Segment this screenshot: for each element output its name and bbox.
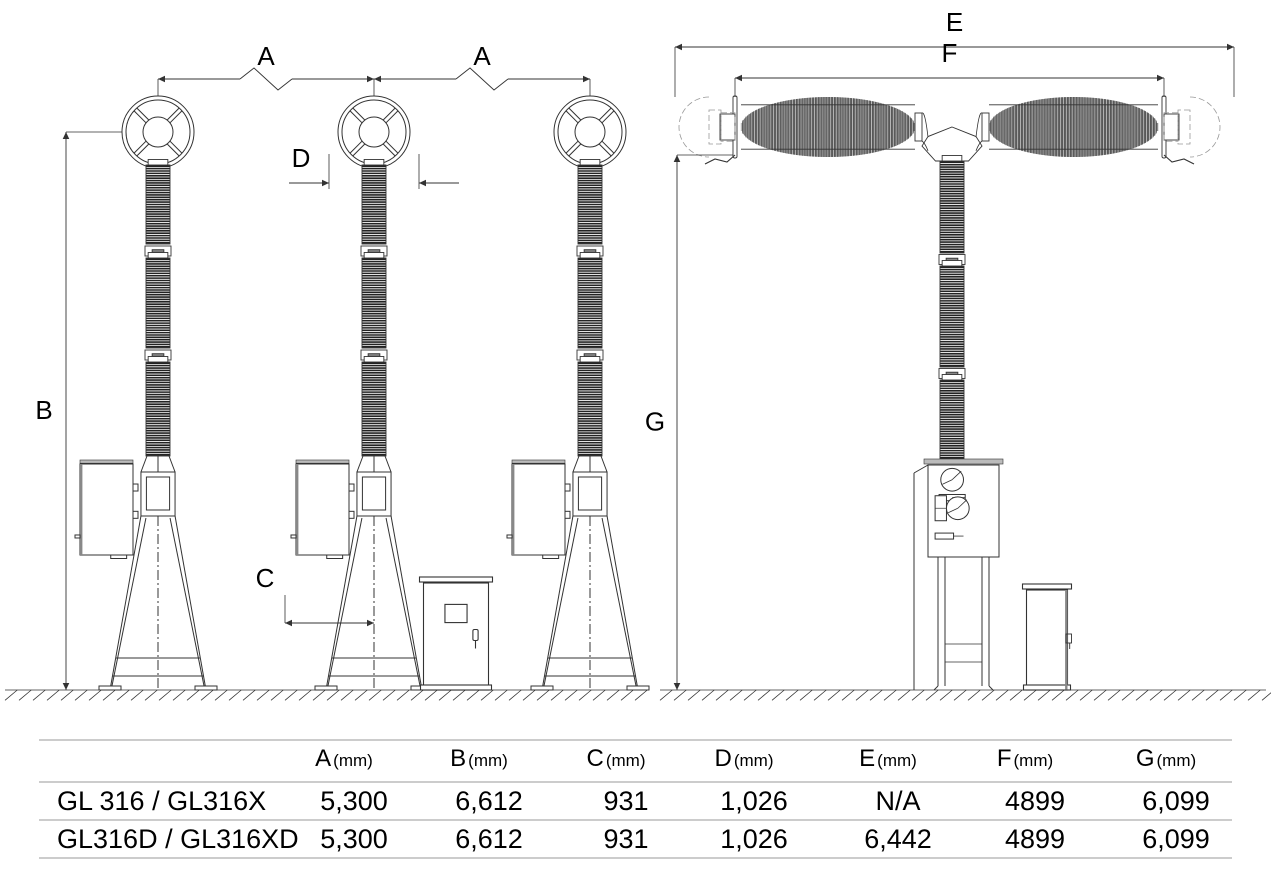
svg-text:D: D bbox=[292, 143, 311, 173]
svg-text:A: A bbox=[257, 41, 275, 71]
svg-text:5,300: 5,300 bbox=[320, 824, 388, 854]
svg-text:A: A bbox=[473, 41, 491, 71]
svg-text:4899: 4899 bbox=[1005, 824, 1065, 854]
svg-text:6,099: 6,099 bbox=[1142, 824, 1210, 854]
svg-text:6,099: 6,099 bbox=[1142, 786, 1210, 816]
svg-text:4899: 4899 bbox=[1005, 786, 1065, 816]
svg-text:B: B bbox=[35, 395, 52, 425]
svg-text:1,026: 1,026 bbox=[720, 786, 788, 816]
svg-text:5,300: 5,300 bbox=[320, 786, 388, 816]
svg-text:6,612: 6,612 bbox=[455, 824, 523, 854]
svg-text:C: C bbox=[256, 563, 275, 593]
svg-text:6,612: 6,612 bbox=[455, 786, 523, 816]
svg-text:N/A: N/A bbox=[875, 786, 920, 816]
svg-text:F: F bbox=[942, 38, 958, 68]
svg-text:931: 931 bbox=[603, 824, 648, 854]
svg-text:6,442: 6,442 bbox=[864, 824, 932, 854]
svg-text:GL 316 / GL316X: GL 316 / GL316X bbox=[57, 786, 266, 816]
svg-text:G: G bbox=[645, 407, 665, 437]
svg-text:E: E bbox=[946, 7, 963, 37]
svg-text:931: 931 bbox=[603, 786, 648, 816]
svg-text:GL316D / GL316XD: GL316D / GL316XD bbox=[57, 824, 299, 854]
svg-text:1,026: 1,026 bbox=[720, 824, 788, 854]
